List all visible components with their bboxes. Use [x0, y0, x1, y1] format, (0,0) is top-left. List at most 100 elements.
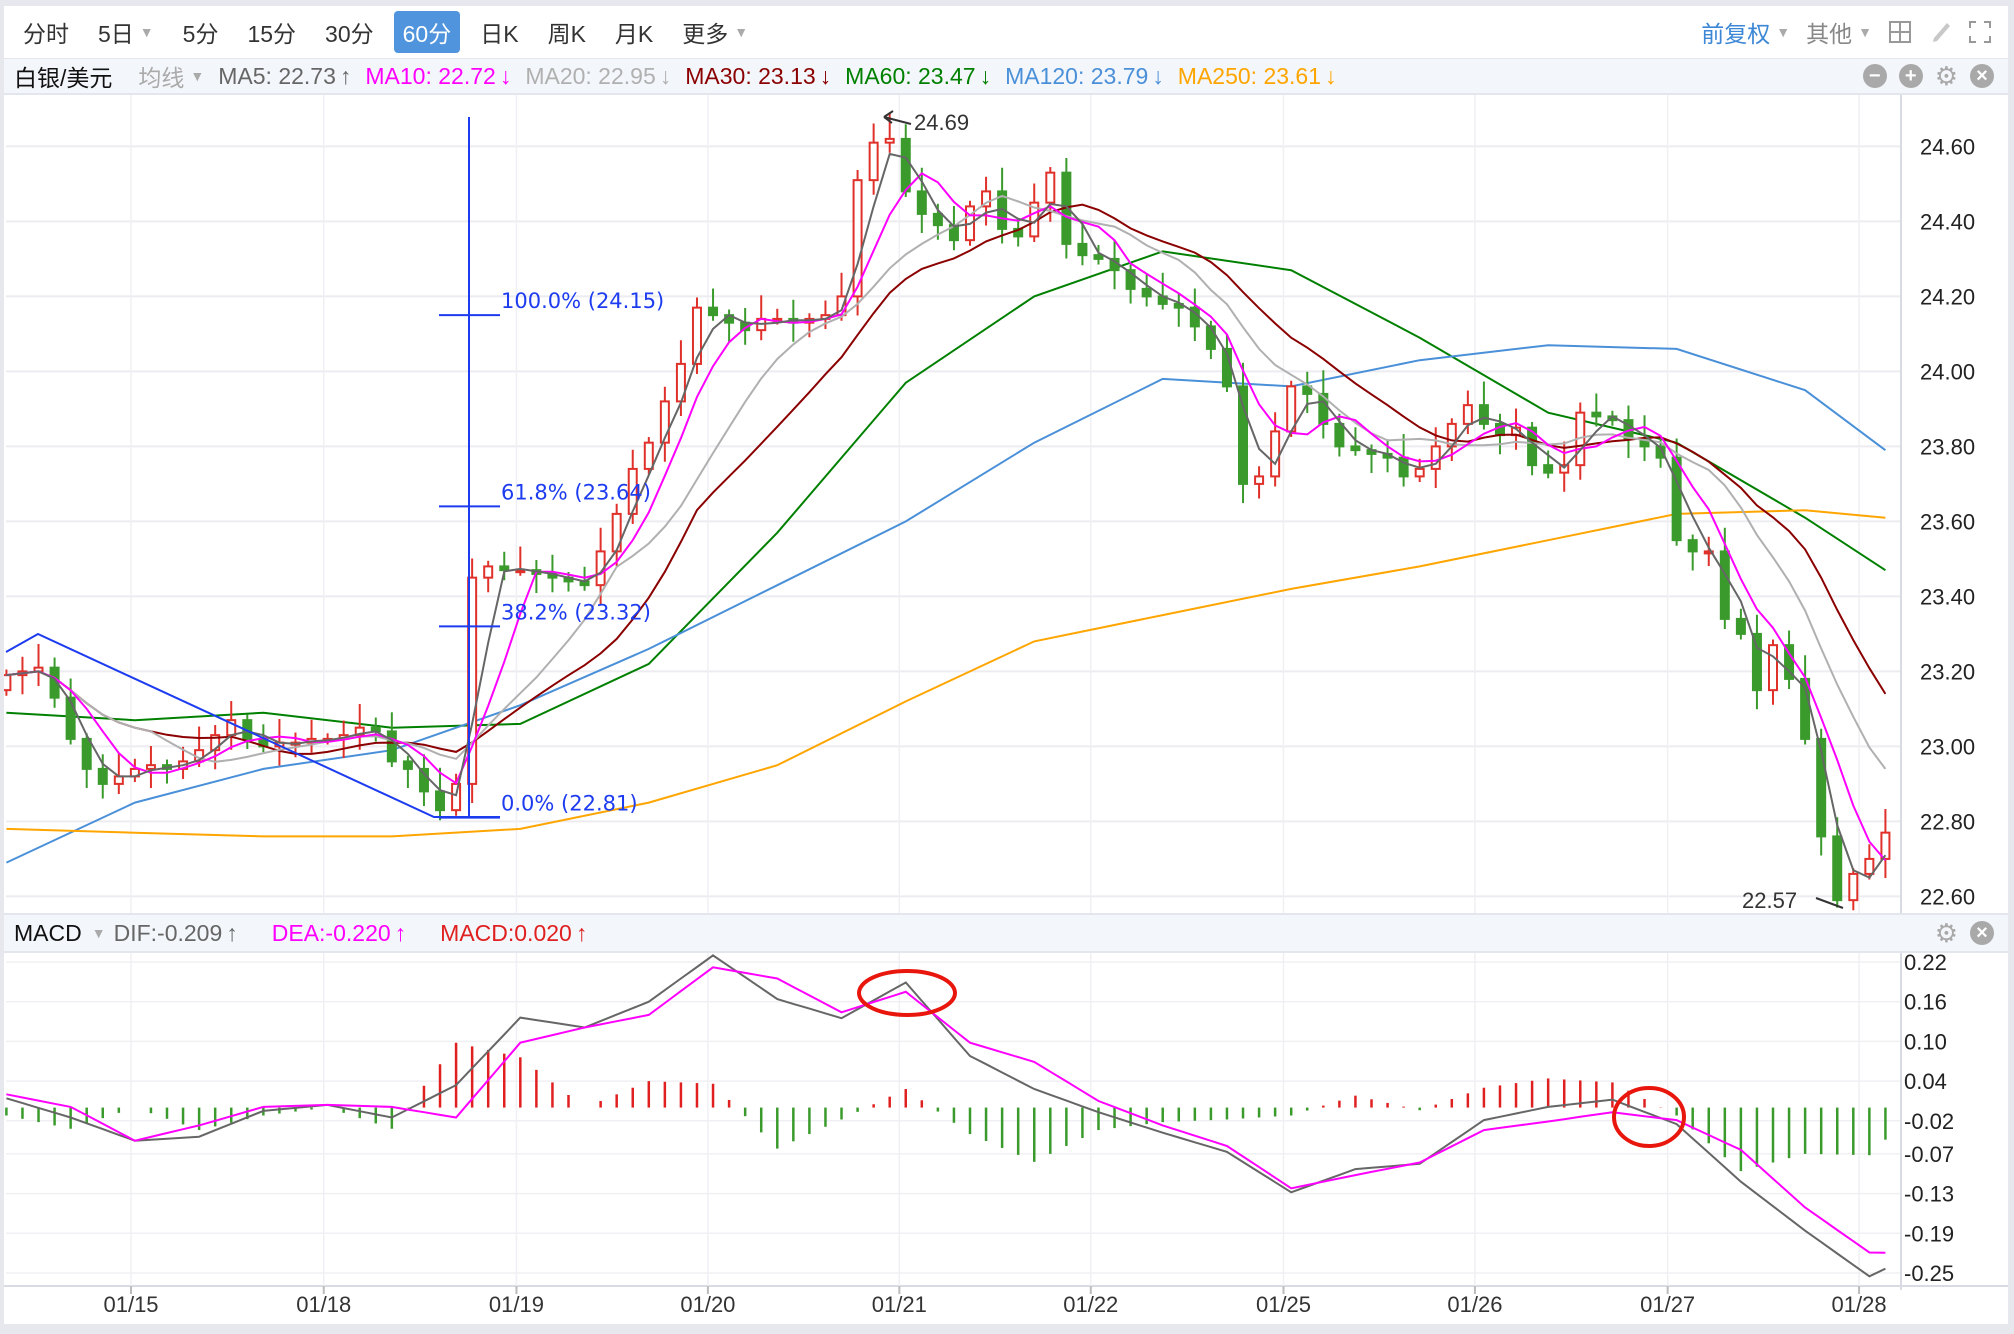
close-icon[interactable]: × [1970, 64, 1994, 88]
candle-body [1205, 325, 1216, 350]
tab-8[interactable]: 月K [606, 11, 662, 53]
price-axis-label: 22.80 [1920, 809, 1975, 834]
candle-body [1784, 644, 1795, 680]
ma60-line [6, 250, 1886, 729]
other-select[interactable]: 其他 ▼ [1806, 15, 1872, 49]
candle-body [210, 734, 221, 752]
candle-body [1302, 385, 1313, 395]
zoom-in-icon[interactable]: + [1898, 64, 1923, 88]
candle-body [1462, 404, 1473, 425]
candle-body [1543, 464, 1554, 474]
tab-7[interactable]: 周K [539, 11, 595, 53]
macd-title[interactable]: MACD [14, 919, 82, 946]
date-axis-label: 01/21 [872, 1292, 927, 1317]
macd-legend: MACD ▼ DIF:-0.209 ↑ DEA:-0.220 ↑ MACD:0.020 ↑… [4, 913, 2008, 953]
legend-value: MA5: 22.73 [218, 62, 336, 89]
candle [1591, 393, 1602, 427]
trend-arrow-icon: ↓ [499, 62, 512, 89]
gear-icon[interactable]: ⚙ [1934, 61, 1958, 91]
legend-value: MA10: 22.72 [365, 62, 496, 89]
candle [435, 767, 446, 821]
candle-body [1864, 857, 1875, 875]
ma5-line [6, 152, 1887, 879]
macd-axis-label: -0.19 [1904, 1221, 1954, 1246]
candle [129, 758, 140, 783]
legend-item: DEA:-0.220 ↑ [272, 920, 406, 947]
candle-body [113, 775, 124, 785]
trend-arrow-icon: ↓ [1325, 62, 1337, 89]
candle-body [1045, 171, 1056, 204]
other-label: 其他 [1806, 21, 1853, 47]
candle [1318, 370, 1329, 439]
candle-body [1334, 422, 1345, 448]
tab-9[interactable]: 更多 ▼ [673, 11, 757, 53]
gear-icon[interactable]: ⚙ [1934, 918, 1958, 948]
pen-icon[interactable] [1928, 20, 1952, 44]
candle [515, 546, 526, 576]
candle [1302, 371, 1313, 414]
tab-label: 月K [614, 21, 654, 47]
trend-arrow-icon: ↑ [226, 919, 238, 946]
tab-0[interactable]: 分时 [14, 11, 78, 53]
trend-arrow-icon: ↑ [394, 919, 407, 946]
ma-values: MA5: 22.73 ↑ MA10: 22.72 ↓ MA20: 22.95 ↓ MA30:… [218, 63, 1350, 90]
date-axis-label: 01/18 [296, 1292, 351, 1317]
close-icon[interactable]: × [1970, 921, 1994, 945]
candle [1093, 245, 1104, 265]
price-axis-label: 23.00 [1920, 734, 1975, 759]
tab-5[interactable]: 60分 [393, 11, 461, 53]
candle-body [451, 782, 462, 812]
candle-body [1254, 475, 1265, 485]
indicator-label: 均线 [138, 65, 185, 91]
tab-label: 分时 [23, 21, 69, 47]
candle-body [1687, 539, 1698, 553]
candle [49, 657, 60, 708]
tab-2[interactable]: 5分 [174, 11, 228, 53]
tab-6[interactable]: 日K [471, 11, 527, 53]
trend-arrow-icon: ↓ [1152, 62, 1164, 89]
price-axis-label: 24.60 [1920, 134, 1975, 159]
candle-body [49, 666, 60, 699]
candle-body [1270, 430, 1281, 478]
tab-label: 更多 [682, 21, 729, 47]
candle [1238, 362, 1249, 504]
candle [402, 755, 413, 789]
chevron-down-icon[interactable]: ▼ [91, 925, 106, 941]
candle [868, 123, 879, 195]
adjust-label: 前复权 [1701, 21, 1771, 47]
dea-line [6, 966, 1886, 1254]
candle-body [1318, 392, 1329, 425]
adjust-select[interactable]: 前复权 ▼ [1701, 15, 1790, 49]
candle-body [643, 441, 654, 470]
macd-axis-label: -0.07 [1904, 1142, 1954, 1167]
trend-arrow-icon: ↓ [819, 62, 832, 89]
candle-body [932, 212, 943, 227]
candle [483, 560, 494, 593]
legend-value: MA60: 23.47 [845, 62, 976, 89]
tab-label: 15分 [247, 21, 297, 47]
zoom-out-icon[interactable]: − [1862, 64, 1887, 88]
arrow-head-icon [883, 110, 894, 124]
indicator-select[interactable]: 均线 ▼ [138, 59, 204, 93]
candle [1784, 630, 1795, 690]
ma30-line [6, 203, 1887, 755]
candle [1414, 458, 1425, 483]
date-axis-label: 01/22 [1063, 1292, 1118, 1317]
period-toolbar: 分时 5日 ▼ 5分 15分 30分 60分 日K 周K 月K 更多 ▼ 前复权 ▼ 其他 ▼ [4, 6, 2008, 60]
high-marker-label: 24.69 [914, 110, 969, 135]
layout-grid-icon[interactable] [1888, 20, 1912, 44]
tab-3[interactable]: 15分 [238, 11, 305, 53]
candle-body [81, 737, 92, 770]
tab-label: 5日 [98, 21, 134, 47]
low-marker-arrow [1815, 897, 1844, 909]
fullscreen-icon[interactable] [1968, 20, 1992, 44]
candle-body [1559, 464, 1570, 474]
candle-body [1832, 835, 1843, 902]
tab-1[interactable]: 5日 ▼ [89, 11, 163, 53]
legend-value: MA30: 23.13 [685, 62, 816, 89]
candle-body [868, 141, 879, 182]
candle [1, 669, 12, 696]
tab-4[interactable]: 30分 [316, 11, 383, 53]
macd-axis-label: 0.10 [1904, 1029, 1947, 1054]
